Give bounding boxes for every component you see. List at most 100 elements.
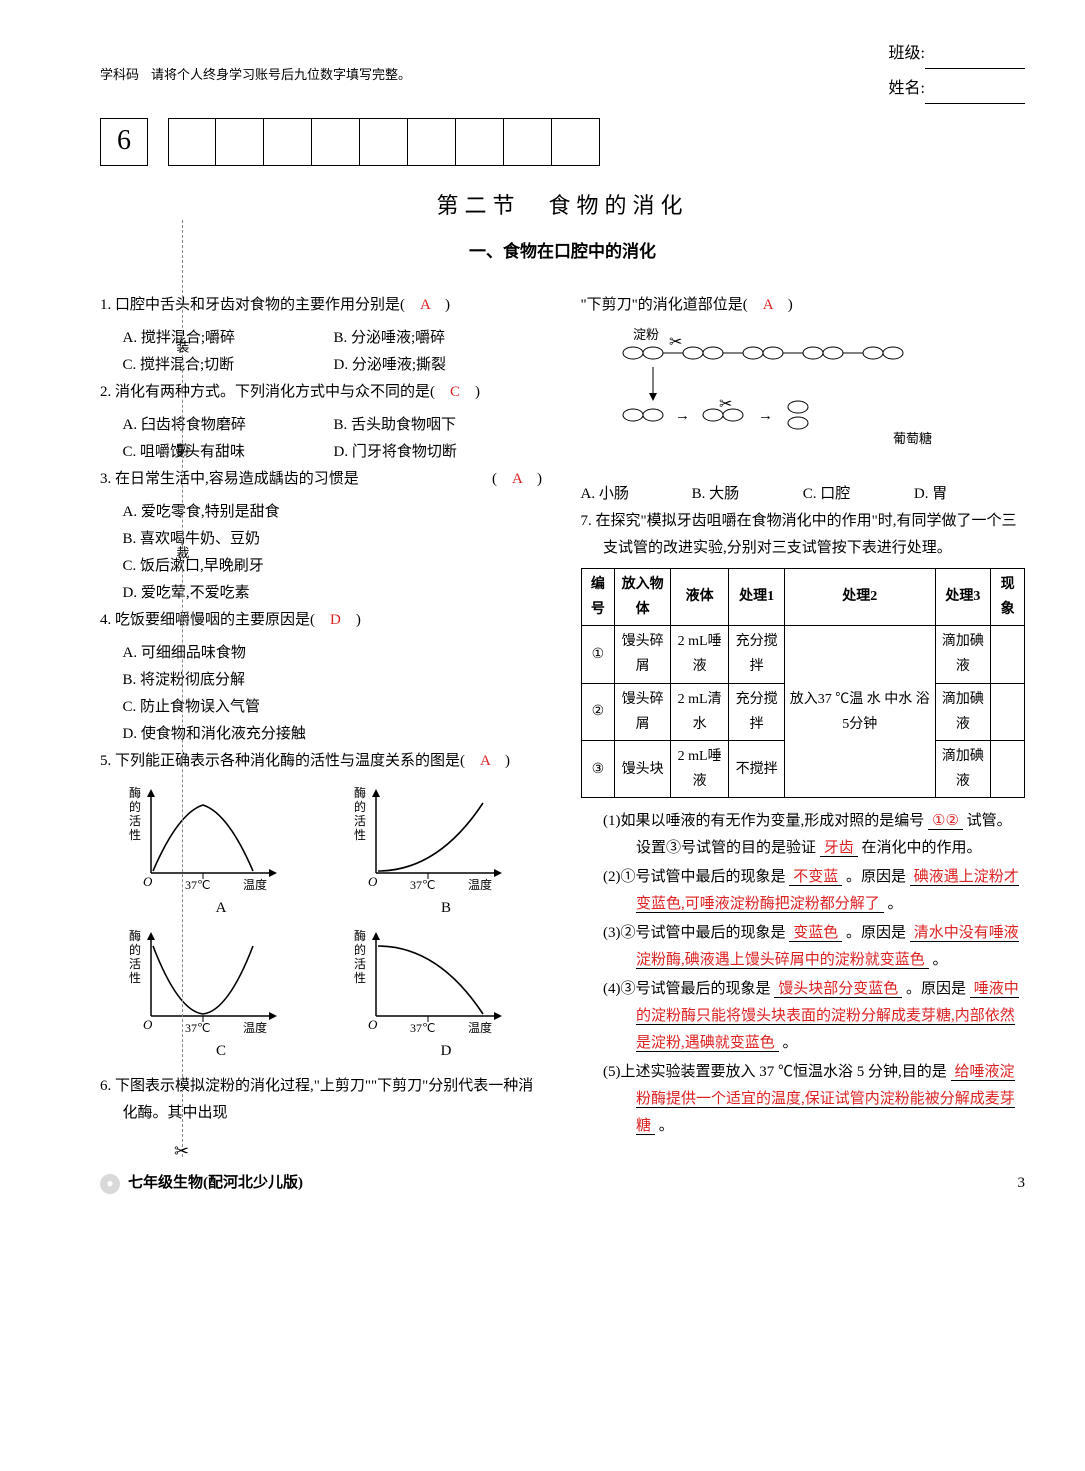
- q4-opt-a: A. 可细细品味食物: [100, 640, 545, 667]
- q7: 7. 在探究"模拟牙齿咀嚼在食物消化中的作用"时,有同学做了一个三支试管的改进实…: [581, 508, 1026, 562]
- svg-text:活: 活: [354, 957, 366, 971]
- svg-text:淀粉: 淀粉: [633, 327, 659, 342]
- q1-opt-b: B. 分泌唾液;嚼碎: [334, 325, 545, 352]
- svg-text:葡萄糖: 葡萄糖: [893, 431, 932, 446]
- svg-text:37℃: 37℃: [185, 1021, 210, 1035]
- svg-text:性: 性: [354, 828, 366, 842]
- svg-text:✂: ✂: [719, 396, 732, 413]
- q2-opt-b: B. 舌头助食物咽下: [334, 412, 545, 439]
- svg-text:的: 的: [129, 799, 141, 814]
- digit-box[interactable]: [456, 118, 504, 166]
- q5-chart-c: 酶的活性 O 37℃ 温度 C: [123, 926, 320, 1065]
- svg-text:→: →: [758, 408, 773, 424]
- q6-answer: A: [763, 297, 773, 313]
- q6-diagram: 淀粉 ✂: [603, 325, 1025, 475]
- q3: 3. 在日常生活中,容易造成龋齿的习惯是 ( A ): [100, 466, 545, 493]
- class-label: 班级:: [889, 45, 925, 62]
- q7-1-ans1: ①②: [928, 813, 963, 830]
- q2-opt-d: D. 门牙将食物切断: [334, 439, 545, 466]
- q1-opt-a: A. 搅拌混合;嚼碎: [123, 325, 334, 352]
- svg-text:温度: 温度: [243, 1020, 267, 1035]
- digit-box[interactable]: [216, 118, 264, 166]
- svg-text:活: 活: [129, 957, 141, 971]
- q3-opt-d: D. 爱吃荤,不爱吃素: [100, 580, 545, 607]
- q4-opt-c: C. 防止食物误入气管: [100, 694, 545, 721]
- q7-3-ans1: 变蓝色: [789, 925, 842, 942]
- q7-table: 编号 放入物体 液体 处理1 处理2 处理3 现象 ① 馒头碎屑 2 mL唾液 …: [581, 568, 1026, 799]
- q6-opt-d: D. 胃: [914, 481, 1025, 508]
- svg-text:O: O: [368, 874, 378, 889]
- digit-box[interactable]: [552, 118, 600, 166]
- q2-stem: 2. 消化有两种方式。下列消化方式中与众不同的是(: [100, 384, 450, 400]
- name-blank[interactable]: [925, 84, 1025, 103]
- q5-chart-a: 酶 的 活 性 O 37℃ 温度 A: [123, 783, 320, 922]
- subject-code-label: 学科码: [100, 63, 139, 86]
- class-blank[interactable]: [925, 50, 1025, 69]
- svg-text:酶: 酶: [354, 928, 366, 943]
- side-mark-3: 裁: [170, 546, 193, 559]
- q5: 5. 下列能正确表示各种消化酶的活性与温度关系的图是( A ): [100, 748, 545, 775]
- q3-opt-a: A. 爱吃零食,特别是甜食: [100, 499, 545, 526]
- q3-answer: A: [512, 471, 522, 487]
- svg-text:O: O: [368, 1017, 378, 1032]
- svg-text:✂: ✂: [669, 334, 682, 351]
- right-column: "下剪刀"的消化道部位是( A ) 淀粉: [581, 292, 1026, 1143]
- q4-opt-d: D. 使食物和消化液充分接触: [100, 721, 545, 748]
- q5-answer: A: [480, 753, 490, 769]
- svg-text:O: O: [143, 1017, 153, 1032]
- name-label: 姓名:: [889, 80, 925, 97]
- digit-box[interactable]: [264, 118, 312, 166]
- svg-text:O: O: [143, 874, 153, 889]
- q7-4: (4)③号试管最后的现象是 馒头块部分变蓝色 。原因是 唾液中的淀粉酶只能将馒头…: [614, 976, 1026, 1057]
- svg-text:→: →: [675, 408, 690, 424]
- svg-text:性: 性: [129, 828, 141, 842]
- q6-opt-c: C. 口腔: [803, 481, 914, 508]
- q5-label-b: B: [348, 895, 545, 922]
- svg-text:37℃: 37℃: [410, 1021, 435, 1035]
- digit-box[interactable]: [168, 118, 216, 166]
- q5-label-d: D: [348, 1038, 545, 1065]
- digit-box[interactable]: [408, 118, 456, 166]
- q3-opt-b: B. 喜欢喝牛奶、豆奶: [100, 526, 545, 553]
- footer: ● 七年级生物(配河北少儿版) 3: [100, 1170, 1025, 1197]
- digit-box[interactable]: [504, 118, 552, 166]
- svg-text:活: 活: [129, 814, 141, 828]
- svg-text:37℃: 37℃: [410, 878, 435, 892]
- q3-opt-c: C. 饭后漱口,早晚刷牙: [100, 553, 545, 580]
- svg-text:温度: 温度: [243, 877, 267, 892]
- q2: 2. 消化有两种方式。下列消化方式中与众不同的是( C ): [100, 379, 545, 406]
- svg-text:的: 的: [354, 942, 366, 957]
- svg-text:温度: 温度: [468, 877, 492, 892]
- q5-stem: 5. 下列能正确表示各种消化酶的活性与温度关系的图是(: [100, 753, 480, 769]
- q4: 4. 吃饭要细嚼慢咽的主要原因是( D ): [100, 607, 545, 634]
- q6-part1: 6. 下图表示模拟淀粉的消化过程,"上剪刀""下剪刀"分别代表一种消化酶。其中出…: [100, 1073, 545, 1127]
- q4-stem: 4. 吃饭要细嚼慢咽的主要原因是(: [100, 612, 330, 628]
- footer-badge-icon: ●: [100, 1174, 120, 1194]
- q7-4-ans1: 馒头块部分变蓝色: [774, 981, 902, 998]
- svg-text:的: 的: [354, 799, 366, 814]
- svg-text:性: 性: [354, 971, 366, 985]
- q7-3: (3)②号试管中最后的现象是 变蓝色 。原因是 清水中没有唾液淀粉酶,碘液遇上馒…: [614, 920, 1026, 974]
- side-mark-2: 剪: [170, 443, 193, 456]
- svg-text:酶: 酶: [129, 928, 141, 943]
- q7-5: (5)上述实验装置要放入 37 ℃恒温水浴 5 分钟,目的是 给唾液淀粉酶提供一…: [614, 1059, 1026, 1140]
- q7-1-ans2: 牙齿: [820, 840, 858, 857]
- q5-charts: 酶 的 活 性 O 37℃ 温度 A 酶的活性: [123, 783, 545, 1065]
- digit-box[interactable]: [360, 118, 408, 166]
- svg-text:酶: 酶: [354, 785, 366, 800]
- footer-text: 七年级生物(配河北少儿版): [128, 1170, 303, 1197]
- q5-label-c: C: [123, 1038, 320, 1065]
- q1: 1. 口腔中舌头和牙齿对食物的主要作用分别是( A ): [100, 292, 545, 319]
- q1-opt-c: C. 搅拌混合;切断: [123, 352, 334, 379]
- left-column: 1. 口腔中舌头和牙齿对食物的主要作用分别是( A ) A. 搅拌混合;嚼碎 B…: [100, 292, 545, 1143]
- q6-opt-a: A. 小肠: [581, 481, 692, 508]
- q2-opt-a: A. 臼齿将食物磨碎: [123, 412, 334, 439]
- ylabel: 酶: [129, 785, 141, 800]
- q6-part2: "下剪刀"的消化道部位是( A ): [581, 292, 1026, 319]
- side-mark-1: 装: [170, 340, 193, 353]
- q2-opt-c: C. 咀嚼馒头有甜味: [123, 439, 334, 466]
- q5-chart-d: 酶的活性 O 37℃ 温度 D: [348, 926, 545, 1065]
- digit-box[interactable]: [312, 118, 360, 166]
- q1-stem: 1. 口腔中舌头和牙齿对食物的主要作用分别是(: [100, 297, 420, 313]
- table-row: ① 馒头碎屑 2 mL唾液 充分搅拌 放入37 ℃温 水 中水 浴 5分钟 滴加…: [581, 626, 1025, 683]
